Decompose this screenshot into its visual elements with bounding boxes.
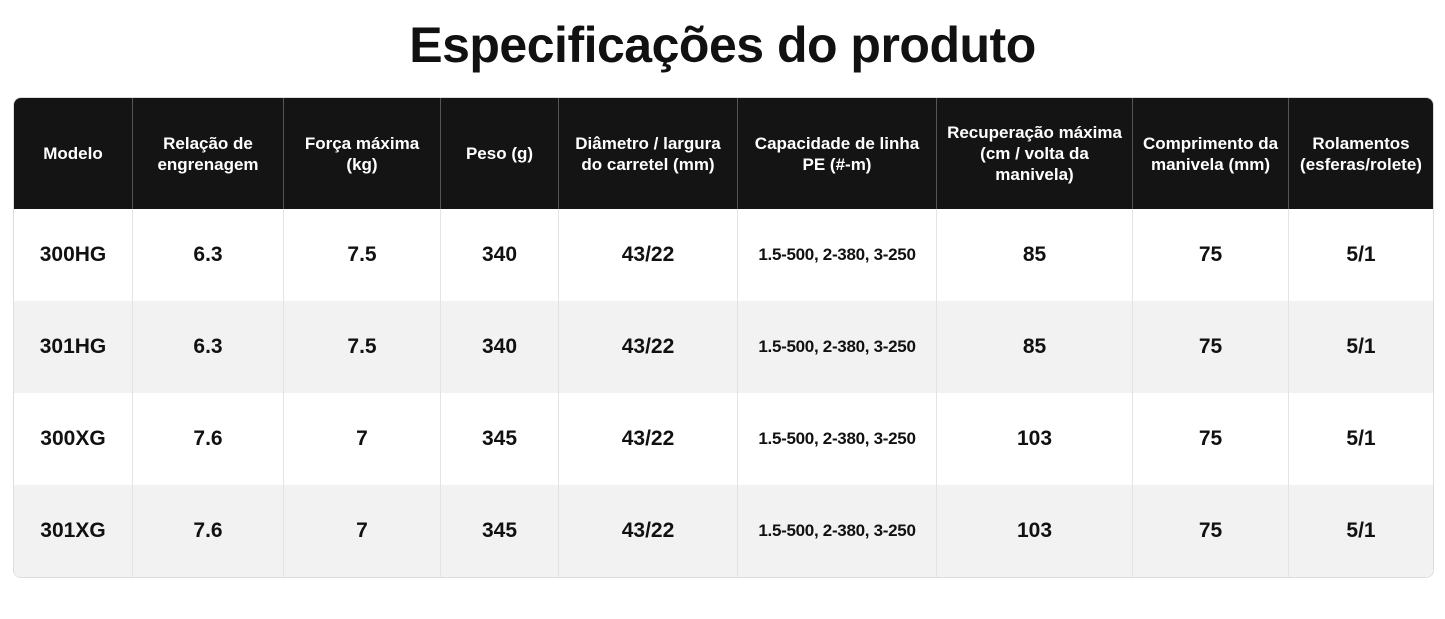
column-header: Comprimento da manivela (mm) — [1133, 98, 1289, 209]
table-cell: 345 — [441, 393, 559, 485]
table-cell: 103 — [937, 485, 1133, 577]
table-cell: 43/22 — [559, 209, 738, 301]
table-cell: 85 — [937, 209, 1133, 301]
table-cell: 7.5 — [284, 301, 441, 393]
table-cell: 345 — [441, 485, 559, 577]
column-header: Relação de engrenagem — [133, 98, 284, 209]
table-cell: 7 — [284, 393, 441, 485]
table-cell: 75 — [1133, 301, 1289, 393]
column-header: Rolamentos (esferas/rolete) — [1289, 98, 1433, 209]
table-row: 301HG 6.3 7.5 340 43/22 1.5-500, 2-380, 3-250… — [14, 301, 1433, 393]
table-cell: 301XG — [14, 485, 133, 577]
spec-table: Modelo Relação de engrenagem Força máxima … — [13, 97, 1434, 578]
table-cell: 75 — [1133, 485, 1289, 577]
column-header: Recuperação máxima (cm / volta da manive… — [937, 98, 1133, 209]
table-cell: 5/1 — [1289, 393, 1433, 485]
header-row: Modelo Relação de engrenagem Força máxima … — [14, 98, 1433, 209]
column-header: Diâmetro / largura do carretel (mm) — [559, 98, 738, 209]
table-cell: 300XG — [14, 393, 133, 485]
table-cell: 1.5-500, 2-380, 3-250 — [738, 485, 937, 577]
column-header: Capacidade de linha PE (#-m) — [738, 98, 937, 209]
table-cell: 75 — [1133, 209, 1289, 301]
table-cell: 103 — [937, 393, 1133, 485]
table-body: 300HG 6.3 7.5 340 43/22 1.5-500, 2-380, 3-250… — [14, 209, 1433, 577]
table-cell: 340 — [441, 301, 559, 393]
table-cell: 7 — [284, 485, 441, 577]
table-cell: 1.5-500, 2-380, 3-250 — [738, 209, 937, 301]
table-cell: 1.5-500, 2-380, 3-250 — [738, 393, 937, 485]
table-cell: 5/1 — [1289, 209, 1433, 301]
column-header: Modelo — [14, 98, 133, 209]
table-cell: 6.3 — [133, 209, 284, 301]
title: Especificações do produto — [409, 17, 1036, 73]
table-cell: 1.5-500, 2-380, 3-250 — [738, 301, 937, 393]
table-cell: 43/22 — [559, 485, 738, 577]
table-row: 300XG 7.6 7 345 43/22 1.5-500, 2-380, 3-250 10… — [14, 393, 1433, 485]
table-cell: 43/22 — [559, 301, 738, 393]
table-cell: 5/1 — [1289, 485, 1433, 577]
table-cell: 300HG — [14, 209, 133, 301]
table-cell: 7.6 — [133, 485, 284, 577]
table-cell: 7.6 — [133, 393, 284, 485]
table-row: 301XG 7.6 7 345 43/22 1.5-500, 2-380, 3-250 10… — [14, 485, 1433, 577]
table-row: 300HG 6.3 7.5 340 43/22 1.5-500, 2-380, 3-250… — [14, 209, 1433, 301]
table-cell: 301HG — [14, 301, 133, 393]
table-cell: 340 — [441, 209, 559, 301]
table-cell: 43/22 — [559, 393, 738, 485]
table-cell: 7.5 — [284, 209, 441, 301]
column-header: Força máxima (kg) — [284, 98, 441, 209]
table-cell: 6.3 — [133, 301, 284, 393]
table-cell: 85 — [937, 301, 1133, 393]
table-cell: 75 — [1133, 393, 1289, 485]
table-cell: 5/1 — [1289, 301, 1433, 393]
column-header: Peso (g) — [441, 98, 559, 209]
